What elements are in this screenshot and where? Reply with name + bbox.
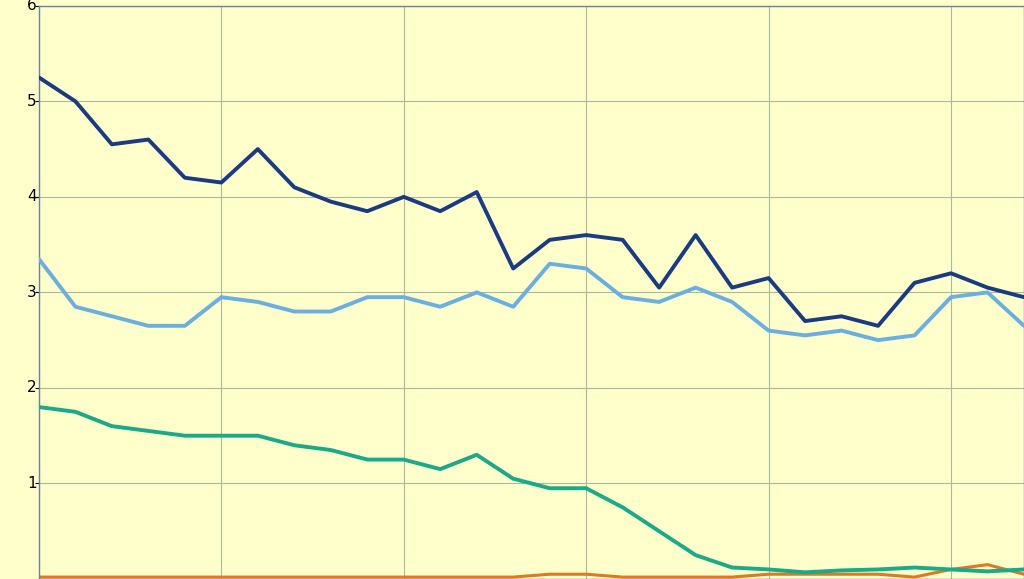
Text: 1: 1 <box>28 476 37 491</box>
Text: 4: 4 <box>28 189 37 204</box>
Text: 2: 2 <box>28 380 37 395</box>
Text: 5: 5 <box>28 94 37 109</box>
Text: 3: 3 <box>28 285 37 300</box>
Text: 6: 6 <box>28 0 37 13</box>
